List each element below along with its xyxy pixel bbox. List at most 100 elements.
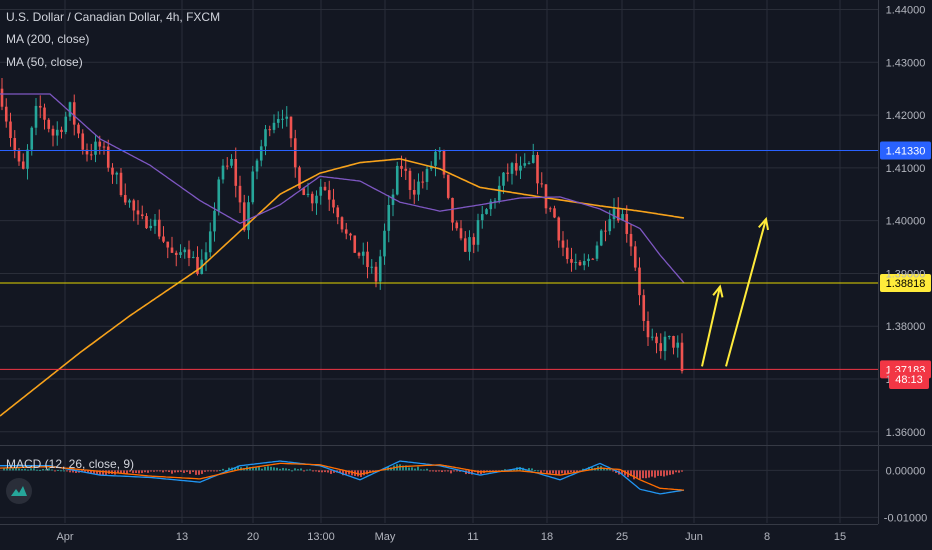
candle-body [468, 237, 471, 252]
candle-body [98, 141, 102, 147]
macd-histogram-bar [165, 470, 167, 472]
x-tick-label: 20 [247, 531, 259, 543]
macd-histogram-bar [660, 470, 662, 476]
candle-body [527, 162, 531, 164]
candle-body [459, 228, 463, 239]
candle-body [106, 146, 110, 168]
annotations-layer [701, 216, 770, 367]
ma50-legend[interactable]: MA (50, close) [6, 55, 83, 69]
macd-histogram-bar [213, 470, 215, 472]
macd-histogram-bar [63, 470, 65, 472]
candle-body [179, 252, 182, 255]
macd-histogram-bar [573, 470, 575, 473]
candle-body [519, 165, 522, 171]
macd-histogram-bar [342, 470, 344, 476]
macd-histogram-bar [582, 468, 584, 471]
macd-histogram-bar [606, 468, 608, 471]
macd-histogram-bar [348, 470, 350, 475]
ma200-legend[interactable]: MA (200, close) [6, 32, 90, 46]
candle-body [438, 150, 442, 152]
candle-body [672, 335, 675, 348]
candle-body [344, 229, 348, 234]
candle-body [676, 342, 680, 348]
macd-histogram-bar [321, 470, 323, 473]
macd-histogram-bar [537, 470, 539, 472]
candle-body [123, 195, 127, 203]
macd-histogram-bar [435, 470, 437, 472]
candle-body [234, 158, 238, 186]
macd-histogram-bar [117, 470, 119, 473]
candle-body [349, 233, 352, 236]
candle-body [557, 217, 561, 241]
macd-histogram-bar [90, 470, 92, 474]
macd-histogram-bar [471, 470, 473, 475]
candle-body [34, 105, 38, 128]
candle-body [599, 230, 603, 246]
macd-histogram-bar [576, 470, 578, 473]
candle-body [361, 251, 365, 256]
macd-histogram-bar [123, 470, 125, 474]
candle-body [493, 200, 497, 202]
macd-histogram-bar [648, 470, 650, 478]
tradingview-logo-icon[interactable] [6, 478, 32, 504]
macd-histogram-bar [456, 470, 458, 472]
macd-histogram-bar [210, 470, 212, 472]
macd-histogram-bar [141, 470, 143, 474]
ma50-line [0, 93, 685, 284]
macd-histogram-bar [105, 470, 107, 476]
macd-histogram-bar [135, 470, 137, 474]
candle-body [0, 88, 4, 107]
candle-body [616, 208, 620, 221]
macd-histogram-bar [315, 470, 317, 472]
candle-body [89, 154, 93, 156]
x-tick-label: 15 [834, 531, 846, 543]
arrow-head [758, 216, 770, 231]
candle-body [17, 150, 21, 162]
macd-histogram-bar [501, 470, 503, 472]
macd-signal-line [0, 462, 685, 491]
macd-histogram-bar [39, 469, 41, 471]
macd-legend[interactable]: MACD (12, 26, close, 9) [6, 457, 135, 471]
candle-body [268, 129, 272, 131]
candle-body [378, 256, 382, 282]
macd-histogram-bar [27, 469, 29, 471]
macd-histogram-bar [45, 469, 47, 471]
macd-histogram-bar [324, 470, 326, 473]
candle-body [633, 246, 637, 268]
candle-body [213, 210, 216, 232]
macd-histogram-bar [180, 470, 182, 472]
macd-histogram-bar [318, 470, 320, 473]
macd-histogram-bar [543, 470, 545, 472]
macd-histogram-bar [225, 470, 227, 472]
candle-body [353, 235, 357, 253]
candle-body [225, 165, 229, 167]
candle-body [472, 237, 476, 245]
candle-body [174, 252, 178, 255]
candle-body [451, 197, 454, 223]
candle-body [85, 149, 89, 155]
macd-histogram-bar [198, 470, 200, 475]
candle-body [642, 295, 646, 321]
macd-histogram-bar [306, 469, 308, 471]
candle-body [204, 252, 208, 260]
candle-body [506, 172, 510, 174]
macd-histogram-bar [309, 469, 311, 471]
macd-histogram-bar [237, 465, 239, 471]
candle-body [680, 342, 684, 372]
macd-histogram-bar [297, 469, 299, 471]
macd-histogram-bar [48, 468, 50, 471]
macd-histogram-bar [258, 466, 260, 471]
macd-histogram-bar [414, 468, 416, 471]
candle-body [417, 181, 420, 195]
macd-histogram-bar [672, 470, 674, 475]
price-level-badge [880, 141, 931, 160]
candle-body [217, 179, 221, 211]
candle-body [425, 168, 429, 182]
macd-histogram-bar [669, 470, 671, 475]
ma200-line [0, 158, 685, 417]
macd-histogram-bar [639, 470, 641, 480]
macd-histogram-bar [96, 470, 98, 475]
macd-histogram-bar [333, 470, 335, 473]
candle-body [374, 266, 378, 282]
